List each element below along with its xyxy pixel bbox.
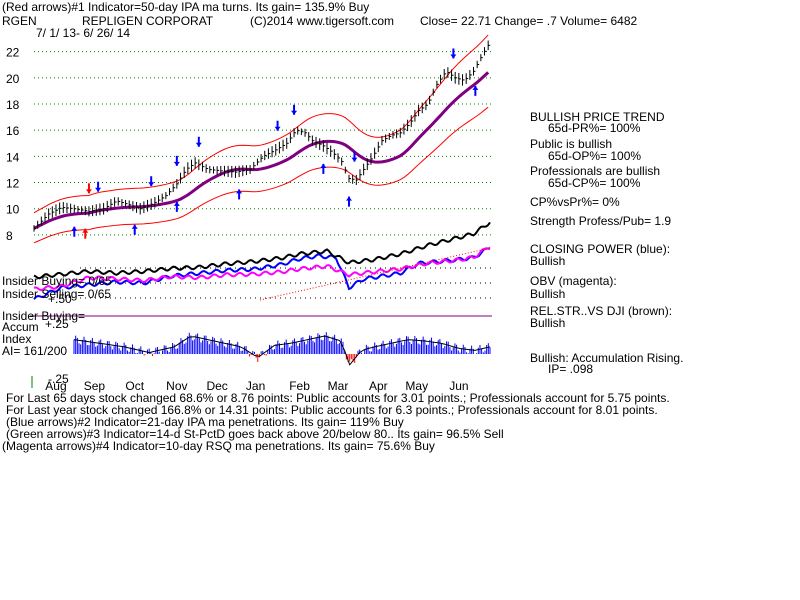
trend-line xyxy=(259,247,491,301)
arrow-head xyxy=(82,228,89,233)
footer-line4: (Green arrows)#3 Indicator=14-d St-PctD … xyxy=(6,427,504,441)
ip-value: IP= .098 xyxy=(548,362,593,376)
arrow-head xyxy=(472,85,479,90)
arrow-head xyxy=(320,163,327,168)
x-tick-labels: Aug Sep Oct Nov Dec Jan Feb Mar Apr May Jun xyxy=(45,379,468,393)
minus25-label: -.25 xyxy=(48,372,69,386)
y-tick-labels: 8 10 12 14 16 18 20 22 xyxy=(6,46,20,243)
indicator-line xyxy=(33,246,491,292)
arrow-head xyxy=(71,226,78,231)
plus25-label: +.25 xyxy=(45,317,69,331)
y-tick-label: 20 xyxy=(6,72,20,86)
obv-title: OBV (magenta): xyxy=(530,274,617,288)
arrow-head xyxy=(345,196,352,201)
x-tick-label: Apr xyxy=(369,379,388,393)
footer-line3: (Blue arrows)#2 Indicator=21-day IPA ma … xyxy=(6,415,404,429)
ai-label: AI= 161/200 xyxy=(2,344,67,358)
y-tick-label: 18 xyxy=(6,98,20,112)
footer-line5: (Magenta arrows)#4 Indicator=10-day RSQ … xyxy=(2,439,435,453)
header-line1: (Red arrows)#1 Indicator=50-day IPA ma t… xyxy=(2,0,369,14)
arrow-head xyxy=(95,187,102,192)
x-tick-label: Feb xyxy=(289,379,310,393)
arrow-head xyxy=(173,201,180,206)
cp-value: 65d-CP%= 100% xyxy=(548,176,641,190)
footer-line1: For Last 65 days stock changed 68.6% or … xyxy=(6,391,670,405)
strength-value: Strength Profess/Pub= 1.9 xyxy=(530,214,671,228)
obv-value: Bullish xyxy=(530,287,565,301)
accum-label: Accum xyxy=(2,320,39,334)
arrow-head xyxy=(291,110,298,115)
y-tick-label: 12 xyxy=(6,177,20,191)
index-label: Index xyxy=(2,332,31,346)
arrow-head xyxy=(236,189,243,194)
insider-selling: Insider Selling= 0/65 xyxy=(2,287,111,301)
accum-ma-line xyxy=(73,335,491,366)
arrow-head xyxy=(274,126,281,131)
moving-average xyxy=(33,71,490,230)
quote: Close= 22.71 Change= .7 Volume= 6482 xyxy=(420,14,637,28)
y-tick-label: 16 xyxy=(6,124,20,138)
signal-arrows xyxy=(71,48,479,239)
upper-band xyxy=(33,34,489,214)
y-tick-label: 8 xyxy=(6,229,13,243)
closing-power-value: Bullish xyxy=(530,254,565,268)
x-tick-label: Aug xyxy=(45,379,66,393)
arrow-head xyxy=(131,224,138,229)
x-tick-label: Jan xyxy=(246,379,265,393)
x-tick-label: Jun xyxy=(449,379,468,393)
trend-title: BULLISH PRICE TREND xyxy=(530,110,665,124)
arrow-head xyxy=(173,161,180,166)
y-tick-label: 10 xyxy=(6,203,20,217)
x-tick-label: Mar xyxy=(328,379,349,393)
company-name: REPLIGEN CORPORAT xyxy=(82,14,214,28)
plus50-label: +.50 xyxy=(48,292,72,306)
insider-buying: Insider Buying= 0/65 xyxy=(2,274,112,288)
y-tick-label: 22 xyxy=(6,46,20,60)
insider-buying-2: Insider Buying= xyxy=(2,309,85,323)
footer-line2: For Last year stock changed 166.8% or 14… xyxy=(6,403,658,417)
arrow-head xyxy=(450,54,457,59)
relstr-value: Bullish xyxy=(530,316,565,330)
date-range: 7/ 1/ 13- 6/ 26/ 14 xyxy=(36,26,130,40)
price-bars xyxy=(33,40,491,232)
arrow-head xyxy=(351,157,358,162)
x-tick-label: Nov xyxy=(166,379,187,393)
price-bands xyxy=(33,34,489,244)
arrow-head xyxy=(195,142,202,147)
arrow-head xyxy=(85,189,92,194)
grid xyxy=(34,51,492,299)
symbol: RGEN xyxy=(2,14,37,28)
x-tick-label: Dec xyxy=(206,379,227,393)
pros-title: Professionals are bullish xyxy=(530,164,660,178)
op-value: 65d-OP%= 100% xyxy=(548,149,641,163)
ma-line xyxy=(33,71,490,230)
accum-index-bars xyxy=(31,332,491,388)
y-tick-label: 14 xyxy=(6,150,20,164)
copyright: (C)2014 www.tigersoft.com xyxy=(250,14,394,28)
accum-title: Bullish: Accumulation Rising. xyxy=(530,351,683,365)
indicator-lines xyxy=(33,221,491,301)
x-tick-label: Oct xyxy=(125,379,144,393)
closing-power-title: CLOSING POWER (blue): xyxy=(530,242,670,256)
pr-value: 65d-PR%= 100% xyxy=(548,121,641,135)
indicator-line xyxy=(33,221,491,280)
cpvspr-value: CP%vsPr%= 0% xyxy=(530,195,620,209)
arrow-head xyxy=(148,182,155,187)
public-title: Public is bullish xyxy=(530,137,612,151)
x-tick-label: Sep xyxy=(84,379,106,393)
x-tick-label: May xyxy=(405,379,428,393)
lower-band xyxy=(33,106,489,244)
relstr-title: REL.STR..VS DJI (brown): xyxy=(530,304,672,318)
